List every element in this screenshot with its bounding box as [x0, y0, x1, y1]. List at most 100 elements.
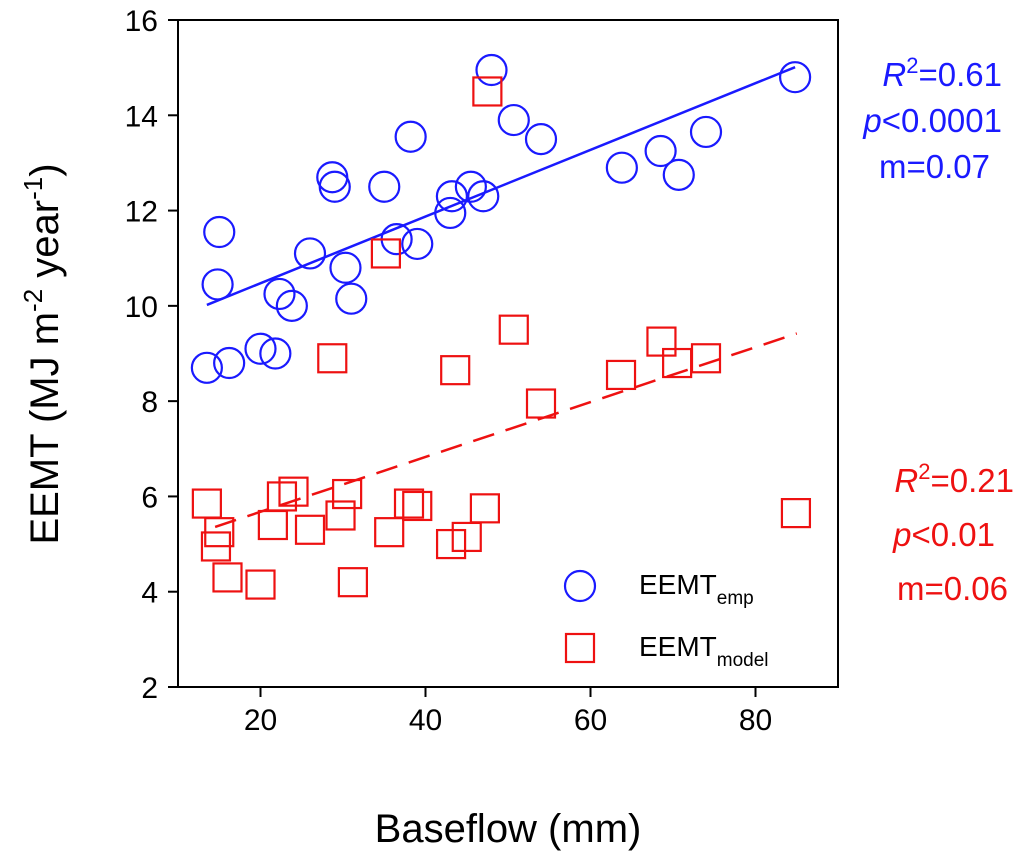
stats-emp-r2-exp: 2 — [906, 53, 918, 78]
legend-label-emp-sub: emp — [717, 588, 754, 609]
point-emp — [605, 151, 638, 184]
point-emp — [435, 180, 468, 213]
point-emp — [203, 215, 236, 249]
stats-emp-r2-value: =0.61 — [919, 56, 1003, 93]
point-model — [212, 562, 243, 593]
y-tick-label: 16 — [125, 5, 158, 38]
point-model — [278, 476, 309, 507]
point-model — [204, 517, 235, 548]
point-emp — [644, 134, 677, 168]
point-emp — [293, 237, 327, 270]
stats-model-p: p<0.01 — [892, 516, 995, 553]
stats-model-r2-exp: 2 — [918, 459, 930, 484]
point-emp — [524, 123, 558, 156]
stats-model-r2-value: =0.21 — [931, 462, 1015, 499]
point-emp — [263, 277, 296, 311]
stats-emp-r2: R2=0.61 — [882, 53, 1002, 93]
point-emp — [662, 158, 695, 191]
point-emp — [394, 120, 427, 153]
stats-model: R2=0.21 p<0.01 m=0.06 — [892, 459, 1014, 607]
y-tick-label: 14 — [125, 100, 158, 133]
point-emp — [201, 268, 234, 301]
point-model — [646, 326, 677, 357]
stats-emp-p: p<0.0001 — [862, 102, 1002, 139]
point-model — [266, 481, 298, 512]
point-model — [370, 238, 401, 269]
data-points — [190, 53, 812, 600]
point-model — [435, 528, 467, 560]
point-model — [374, 517, 405, 548]
point-model — [337, 567, 368, 598]
point-emp — [778, 61, 812, 94]
y-axis-title-main: EEMT (MJ m — [23, 312, 67, 545]
stats-emp-p-value: <0.0001 — [882, 102, 1002, 139]
y-axis-title: EEMT (MJ m-2 year-1) — [18, 163, 67, 544]
stats-emp-m: m=0.07 — [879, 148, 990, 185]
point-model — [325, 500, 356, 531]
x-tick-label: 20 — [244, 704, 277, 737]
point-emp — [475, 53, 508, 87]
point-model — [440, 355, 471, 386]
stats-model-p-label: p — [892, 516, 911, 553]
point-emp — [275, 289, 308, 322]
stats-emp-r2-label: R — [882, 56, 906, 93]
legend-label-emp-name: EEMT — [639, 569, 717, 600]
fit-line-emp — [206, 66, 796, 307]
y-axis-title-close: ) — [23, 163, 67, 176]
point-emp — [401, 227, 434, 261]
y-tick-label: 2 — [141, 672, 158, 705]
point-emp — [213, 346, 246, 380]
point-emp — [244, 332, 277, 365]
y-axis-title-exp1: -2 — [18, 289, 48, 312]
stats-model-r2: R2=0.21 — [894, 459, 1014, 499]
point-model — [605, 359, 637, 391]
y-axis-title-mid: year — [23, 200, 67, 289]
stats-model-p-value: <0.01 — [912, 516, 996, 553]
stats-emp-p-label: p — [862, 102, 881, 139]
point-model — [245, 569, 276, 600]
fit-line-model — [214, 332, 798, 529]
point-model — [191, 488, 222, 519]
point-emp — [335, 282, 368, 315]
point-emp — [454, 170, 487, 203]
point-model — [294, 514, 326, 545]
point-model — [393, 488, 425, 519]
regression-lines — [206, 66, 798, 529]
x-tick-label: 80 — [739, 704, 772, 737]
point-emp — [318, 170, 351, 203]
point-model — [257, 509, 288, 541]
point-emp — [190, 351, 223, 384]
point-emp — [434, 196, 467, 230]
point-emp — [497, 103, 530, 137]
y-tick-label: 4 — [141, 577, 158, 610]
legend: EEMTemp EEMT model — [563, 569, 769, 671]
stats-model-r2-label: R — [894, 462, 918, 499]
legend-marker-model — [564, 632, 596, 664]
point-model — [690, 343, 722, 374]
legend-marker-emp — [563, 569, 597, 603]
point-model — [472, 76, 503, 107]
point-model — [469, 493, 500, 524]
point-model — [525, 388, 557, 419]
legend-label-emp: EEMTemp — [639, 569, 754, 609]
y-tick-label: 8 — [141, 386, 158, 419]
y-tick-label: 6 — [141, 481, 158, 514]
point-model — [317, 343, 348, 374]
y-tick-label: 10 — [125, 291, 158, 324]
point-model — [332, 478, 363, 510]
legend-label-model-sub: model — [717, 650, 769, 671]
axis-ticks: 20 40 60 80 2 4 6 8 10 12 14 16 — [125, 5, 773, 737]
stats-model-m: m=0.06 — [897, 570, 1008, 607]
x-tick-label: 60 — [574, 704, 607, 737]
plot-frame — [177, 19, 839, 688]
point-emp — [368, 170, 401, 203]
point-model — [451, 521, 482, 553]
x-tick-label: 40 — [409, 704, 442, 737]
point-emp — [329, 251, 362, 284]
y-axis-title-exp2: -1 — [18, 177, 48, 200]
point-emp — [259, 337, 292, 370]
stats-emp: R2=0.61 p<0.0001 m=0.07 — [862, 53, 1002, 185]
point-emp — [689, 115, 723, 149]
point-model — [402, 490, 433, 522]
